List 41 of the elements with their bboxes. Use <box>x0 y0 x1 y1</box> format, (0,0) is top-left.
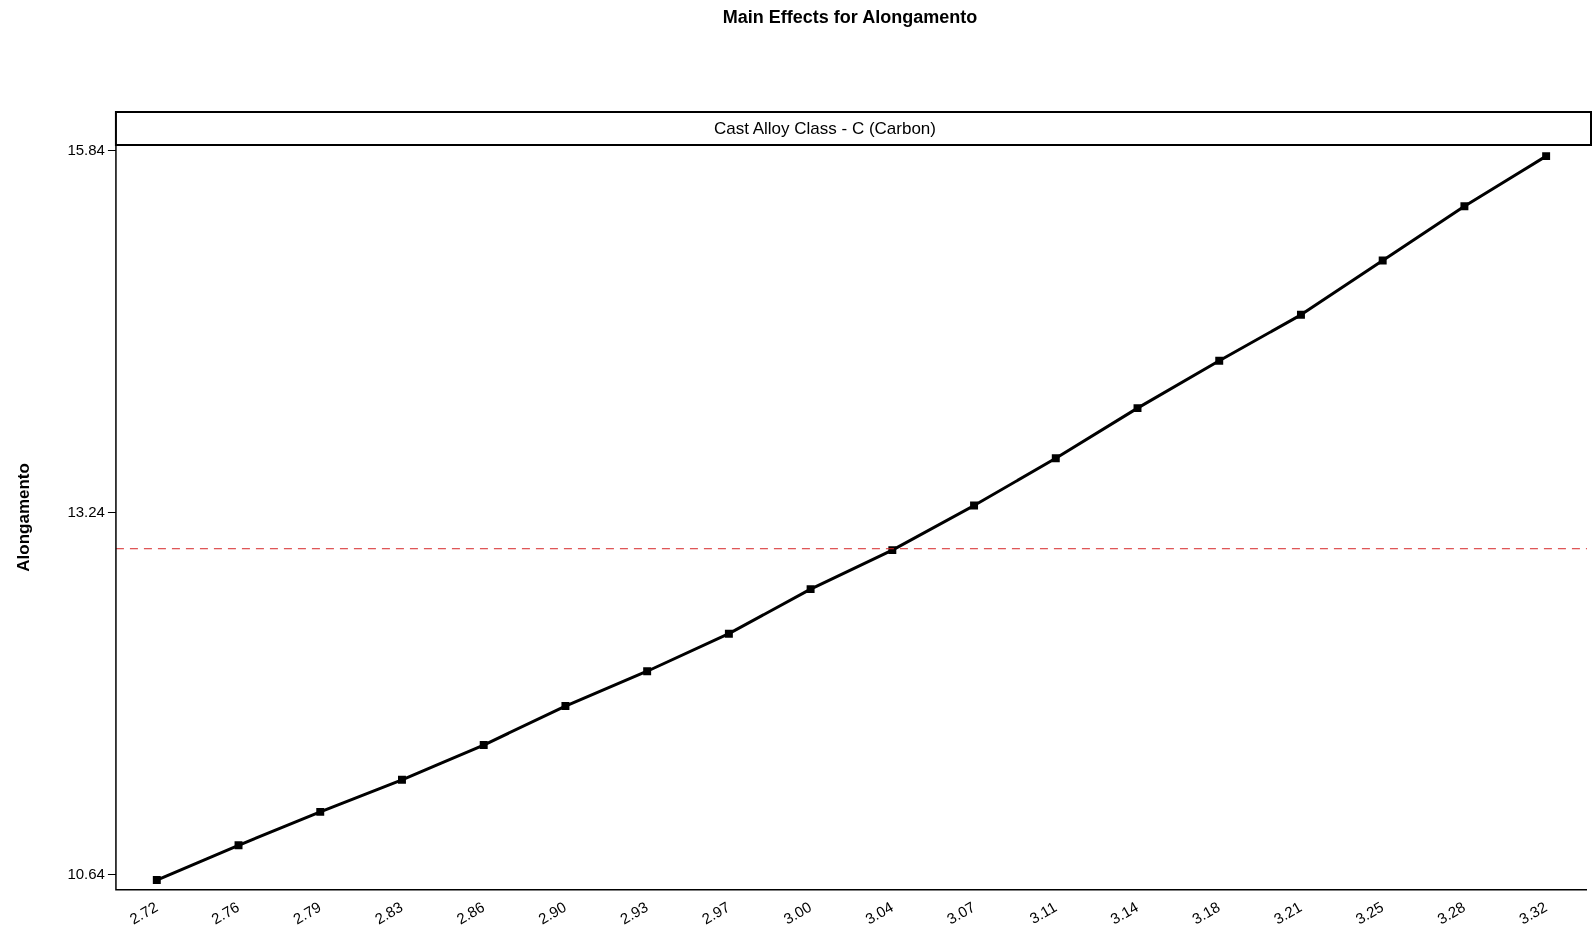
point <box>643 667 652 676</box>
x-tick-label: 3.11 <box>1026 898 1060 927</box>
x-tick-label: 3.00 <box>780 898 815 928</box>
x-tick-label: 3.14 <box>1107 898 1142 928</box>
point <box>479 741 488 749</box>
x-tick-label: 3.32 <box>1515 898 1550 928</box>
point <box>398 775 406 784</box>
x-tick-label: 2.93 <box>616 898 651 928</box>
point <box>1460 202 1469 211</box>
x-tick-label: 2.97 <box>698 898 733 928</box>
x-tick-label: 2.72 <box>126 898 161 928</box>
point <box>316 807 325 816</box>
chart-subtitle: Cast Alloy Class - C (Carbon) <box>713 118 936 138</box>
x-tick-label: 2.83 <box>371 898 406 928</box>
point <box>1296 310 1305 319</box>
point <box>234 841 243 850</box>
y-tick-label: 10.64 <box>67 864 105 882</box>
point <box>1051 454 1060 463</box>
x-tick-label: 3.28 <box>1434 898 1468 928</box>
point <box>970 501 979 510</box>
chart-title: Main Effects for Alongamento <box>722 6 978 27</box>
y-tick-label: 13.24 <box>67 502 105 520</box>
y-tick-label: 15.84 <box>67 140 105 158</box>
x-tick-label: 3.04 <box>862 898 896 928</box>
y-axis-title: Alongamento <box>13 463 33 572</box>
point <box>806 585 815 594</box>
point <box>1378 256 1387 265</box>
x-tick-label: 3.25 <box>1352 898 1387 928</box>
x-tick-label: 3.07 <box>943 898 978 928</box>
x-tick-label: 3.21 <box>1270 898 1305 928</box>
x-tick-label: 2.86 <box>453 898 488 928</box>
point <box>1215 356 1224 365</box>
point <box>1133 404 1142 413</box>
point <box>724 629 733 638</box>
point <box>1542 152 1551 161</box>
x-tick-label: 2.79 <box>290 898 324 928</box>
point <box>561 702 570 711</box>
x-tick-label: 3.18 <box>1189 898 1223 928</box>
x-tick-label: 2.76 <box>208 898 243 928</box>
x-tick-label: 2.90 <box>535 898 569 928</box>
point <box>152 876 161 885</box>
